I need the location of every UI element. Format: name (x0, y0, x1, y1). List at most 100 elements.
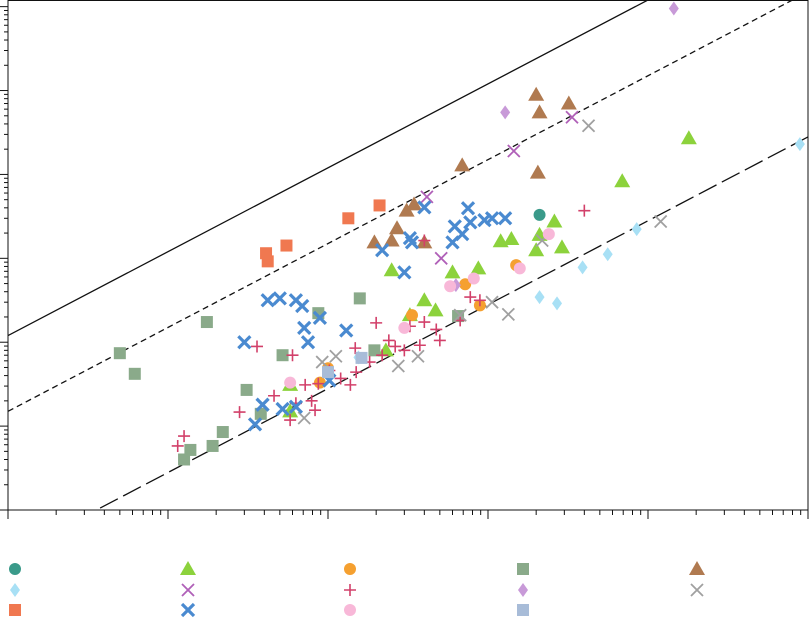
reference-line (95, 136, 808, 510)
point (492, 233, 509, 248)
point (268, 389, 281, 402)
point (531, 226, 548, 241)
point (464, 291, 477, 304)
legend-marker (180, 561, 196, 575)
point (484, 211, 500, 226)
point (631, 222, 642, 237)
point (247, 417, 263, 432)
point (216, 426, 229, 439)
legend-marker (180, 602, 196, 618)
point (453, 308, 467, 322)
point (473, 294, 486, 307)
point (334, 372, 347, 385)
point (463, 215, 478, 230)
point (339, 323, 354, 338)
point (350, 366, 363, 379)
legend-marker (344, 604, 356, 616)
point (251, 340, 264, 353)
point (668, 1, 679, 16)
point (240, 383, 253, 396)
point (680, 130, 697, 145)
legend-marker (344, 563, 356, 575)
point (444, 264, 461, 279)
legend-marker (344, 584, 356, 596)
point (353, 292, 366, 305)
point (470, 260, 487, 275)
point (507, 144, 521, 158)
point (418, 234, 431, 247)
point (206, 439, 219, 452)
legend-marker (9, 563, 21, 575)
point (454, 157, 471, 172)
point (237, 335, 252, 350)
point (178, 453, 191, 466)
point (322, 366, 334, 379)
point (312, 377, 325, 390)
legend-marker (518, 583, 528, 597)
point (284, 376, 297, 389)
point (560, 95, 577, 110)
point (406, 196, 423, 211)
point (416, 292, 433, 307)
point (531, 104, 548, 119)
reference-lines (8, 0, 808, 510)
point (467, 272, 480, 285)
point (420, 190, 434, 204)
point (391, 359, 405, 373)
point (654, 214, 668, 229)
legend-marker (689, 561, 705, 575)
plot-frame (7, 0, 809, 511)
point (297, 320, 312, 336)
point (565, 110, 579, 124)
point (389, 220, 406, 235)
legend-marker (9, 604, 21, 616)
point (315, 355, 329, 369)
point (280, 239, 293, 252)
legend-marker (10, 583, 20, 597)
legend (9, 561, 705, 618)
point (383, 262, 400, 277)
point (460, 201, 476, 216)
point (288, 399, 304, 414)
point (299, 378, 312, 391)
point (276, 349, 289, 362)
reference-line (8, 0, 794, 412)
point (382, 334, 395, 347)
point (349, 342, 362, 355)
legend-marker (181, 583, 195, 597)
point (602, 247, 613, 262)
point (503, 230, 520, 245)
point (171, 439, 184, 452)
reference-line (8, 0, 650, 337)
point (233, 406, 246, 419)
point (376, 349, 389, 362)
point (430, 323, 443, 336)
point (398, 344, 411, 357)
point (275, 401, 290, 417)
point (286, 349, 299, 362)
point (375, 243, 390, 258)
point (553, 239, 570, 254)
point (305, 394, 318, 407)
point (552, 296, 563, 311)
point (342, 212, 355, 225)
point (370, 316, 383, 329)
point (534, 290, 545, 305)
point (272, 291, 287, 306)
point (528, 242, 545, 257)
point (533, 208, 546, 221)
point (295, 298, 310, 314)
point (614, 173, 631, 188)
point (404, 235, 420, 250)
point (513, 262, 526, 275)
point (312, 310, 328, 326)
legend-marker (517, 604, 529, 616)
point (445, 235, 460, 250)
point (411, 349, 425, 363)
point (383, 232, 400, 247)
point (578, 204, 591, 217)
point (368, 344, 381, 357)
point (581, 119, 596, 133)
point (373, 199, 386, 212)
point (300, 335, 316, 350)
